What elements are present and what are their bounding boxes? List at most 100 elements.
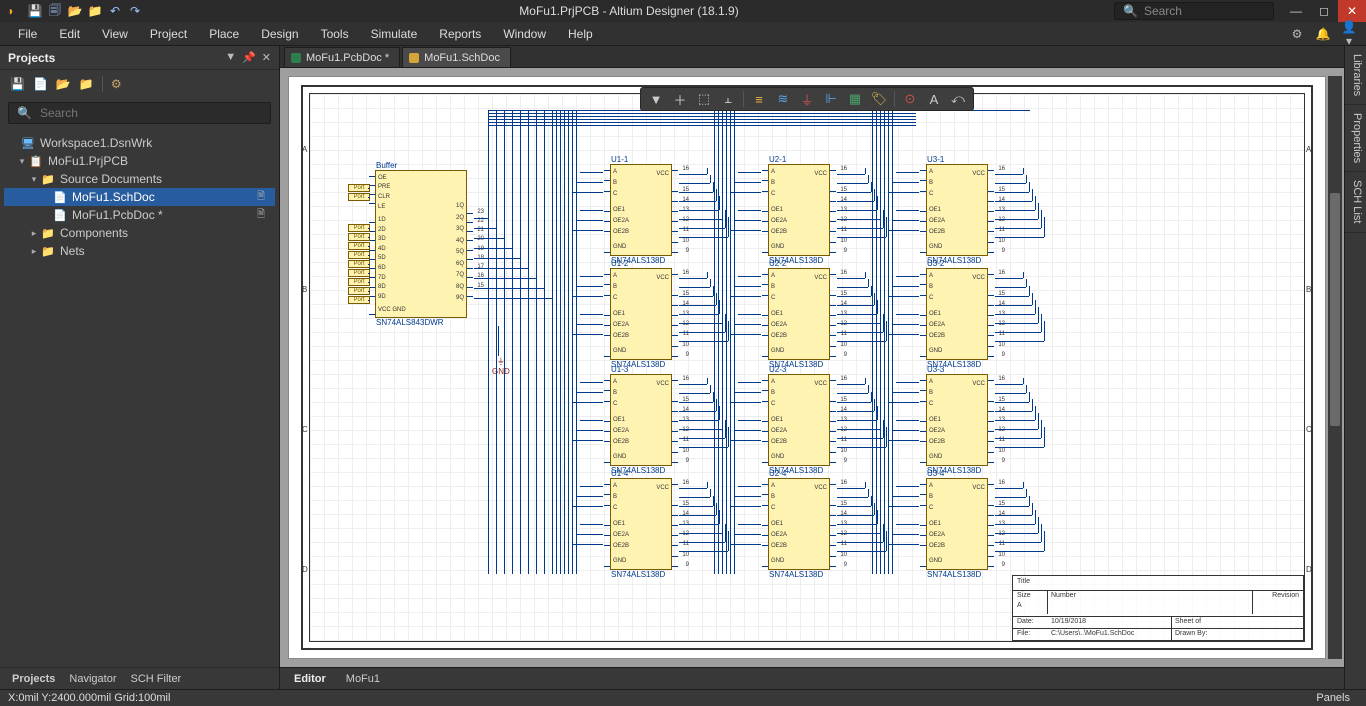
- panel-tab-navigator[interactable]: Navigator: [63, 671, 122, 687]
- port[interactable]: Port: [348, 269, 370, 277]
- menu-window[interactable]: Window: [493, 24, 556, 44]
- port[interactable]: Port: [348, 260, 370, 268]
- schematic-component[interactable]: U3-2SN74ALS138DABCOE1OE2AOE2BGNDVCC16151…: [926, 268, 988, 360]
- editor-tab-0[interactable]: MoFu1.PcbDoc *: [284, 47, 400, 67]
- panel-hdr-icon-1[interactable]: 📌: [242, 51, 256, 64]
- menu-right-icon-2[interactable]: 👤▾: [1340, 20, 1358, 48]
- port[interactable]: Port: [348, 242, 370, 250]
- menu-right-icon-0[interactable]: ⚙: [1288, 27, 1306, 41]
- menu-reports[interactable]: Reports: [429, 24, 491, 44]
- activebar-icon-14[interactable]: ⤺: [947, 89, 969, 109]
- global-search[interactable]: 🔍 Search: [1114, 2, 1274, 20]
- qat-icon-2[interactable]: 📂: [66, 2, 84, 20]
- proj-tool-1[interactable]: 📄: [33, 77, 48, 91]
- dock-tab-properties[interactable]: Properties: [1345, 105, 1366, 172]
- menu-edit[interactable]: Edit: [49, 24, 90, 44]
- proj-tool-2[interactable]: 📂: [56, 77, 71, 91]
- proj-tool-0[interactable]: 💾: [10, 77, 25, 91]
- tree-node-6[interactable]: ▸📁Nets: [4, 242, 275, 260]
- schematic-component[interactable]: U1-1SN74ALS138DABCOE1OE2AOE2BGNDVCC16151…: [610, 164, 672, 256]
- activebar-icon-0[interactable]: ▼: [645, 89, 667, 109]
- wire: [892, 496, 919, 497]
- menu-right-icon-1[interactable]: 🔔: [1314, 27, 1332, 41]
- panels-button[interactable]: Panels: [1308, 692, 1358, 704]
- menu-tools[interactable]: Tools: [311, 24, 359, 44]
- wire: [544, 110, 545, 574]
- wire: [868, 385, 869, 393]
- activebar-icon-6[interactable]: ≋: [772, 89, 794, 109]
- wire: [837, 497, 868, 498]
- projects-search[interactable]: 🔍: [8, 102, 271, 124]
- schematic-component[interactable]: U2-1SN74ALS138DABCOE1OE2AOE2BGNDVCC16151…: [768, 164, 830, 256]
- qat-icon-5[interactable]: ↷: [126, 2, 144, 20]
- proj-tool-3[interactable]: 📁: [79, 77, 94, 91]
- tree-node-1[interactable]: ▾📋MoFu1.PrjPCB: [4, 152, 275, 170]
- schematic-component[interactable]: U1-3SN74ALS138DABCOE1OE2AOE2BGNDVCC16151…: [610, 374, 672, 466]
- schematic-canvas[interactable]: BufferSN74ALS843DWROEPRECLRLE1D2D3D4D5D6…: [288, 76, 1326, 659]
- qat-icon-1[interactable]: 🗐: [46, 2, 64, 20]
- port[interactable]: Port: [348, 287, 370, 295]
- port[interactable]: Port: [348, 296, 370, 304]
- tree-node-status-icon: 🗎: [257, 207, 271, 224]
- schematic-component[interactable]: U2-3SN74ALS138DABCOE1OE2AOE2BGNDVCC16151…: [768, 374, 830, 466]
- schematic-component[interactable]: U1-2SN74ALS138DABCOE1OE2AOE2BGNDVCC16151…: [610, 268, 672, 360]
- schematic-component[interactable]: U2-4SN74ALS138DABCOE1OE2AOE2BGNDVCC16151…: [768, 478, 830, 570]
- schematic-component[interactable]: U3-1SN74ALS138DABCOE1OE2AOE2BGNDVCC16151…: [926, 164, 988, 256]
- schematic-component[interactable]: BufferSN74ALS843DWROEPRECLRLE1D2D3D4D5D6…: [375, 170, 467, 318]
- activebar-icon-1[interactable]: ＋: [669, 89, 691, 109]
- wire: [837, 237, 886, 238]
- panel-tab-sch-filter[interactable]: SCH Filter: [125, 671, 188, 687]
- port[interactable]: Port: [348, 251, 370, 259]
- activebar-icon-10[interactable]: 🏷: [868, 89, 890, 109]
- tree-node-5[interactable]: ▸📁Components: [4, 224, 275, 242]
- schematic-component[interactable]: U3-3SN74ALS138DABCOE1OE2AOE2BGNDVCC16151…: [926, 374, 988, 466]
- port[interactable]: Port: [348, 193, 370, 201]
- menu-view[interactable]: View: [92, 24, 138, 44]
- panel-hdr-icon-2[interactable]: ✕: [262, 51, 271, 64]
- schematic-component[interactable]: U3-4SN74ALS138DABCOE1OE2AOE2BGNDVCC16151…: [926, 478, 988, 570]
- vertical-scrollbar[interactable]: [1328, 76, 1342, 659]
- activebar-icon-8[interactable]: ⊩: [820, 89, 842, 109]
- dock-tab-libraries[interactable]: Libraries: [1345, 46, 1366, 105]
- zone-label: D: [302, 565, 308, 574]
- activebar-icon-9[interactable]: ▦: [844, 89, 866, 109]
- activebar-icon-13[interactable]: A: [923, 89, 945, 109]
- port[interactable]: Port: [348, 224, 370, 232]
- qat-icon-3[interactable]: 📁: [86, 2, 104, 20]
- tree-node-4[interactable]: 📄MoFu1.PcbDoc *🗎: [4, 206, 275, 224]
- activebar-icon-12[interactable]: ⊙: [899, 89, 921, 109]
- port[interactable]: Port: [348, 278, 370, 286]
- qat-icon-4[interactable]: ↶: [106, 2, 124, 20]
- tree-node-0[interactable]: 🖥Workspace1.DsnWrk: [4, 134, 275, 152]
- menu-place[interactable]: Place: [199, 24, 249, 44]
- menu-design[interactable]: Design: [251, 24, 308, 44]
- dock-tab-sch-list[interactable]: SCH List: [1345, 172, 1366, 232]
- schematic-component[interactable]: U2-2SN74ALS138DABCOE1OE2AOE2BGNDVCC16151…: [768, 268, 830, 360]
- activebar-icon-3[interactable]: ⫠: [717, 89, 739, 109]
- editor-label[interactable]: Editor: [286, 671, 334, 687]
- port[interactable]: Port: [348, 184, 370, 192]
- qat-icon-0[interactable]: 💾: [26, 2, 44, 20]
- projects-search-input[interactable]: [40, 106, 262, 120]
- proj-tool-5[interactable]: ⚙: [111, 77, 122, 91]
- scrollbar-thumb[interactable]: [1330, 193, 1340, 426]
- menu-help[interactable]: Help: [558, 24, 603, 44]
- tree-node-3[interactable]: 📄MoFu1.SchDoc🗎: [4, 188, 275, 206]
- editor-tab-1[interactable]: MoFu1.SchDoc: [402, 47, 511, 67]
- tree-node-2[interactable]: ▾📁Source Documents: [4, 170, 275, 188]
- port[interactable]: Port: [348, 233, 370, 241]
- wire: [734, 324, 761, 325]
- panel-hdr-icon-0[interactable]: ▼: [225, 51, 236, 64]
- menu-project[interactable]: Project: [140, 24, 197, 44]
- editor-file[interactable]: MoFu1: [338, 671, 388, 687]
- menu-simulate[interactable]: Simulate: [361, 24, 428, 44]
- wire: [874, 293, 875, 305]
- pins-right: VCC: [972, 167, 985, 253]
- menu-file[interactable]: File: [8, 24, 47, 44]
- activebar-icon-7[interactable]: ⏚: [796, 89, 818, 109]
- panel-tab-projects[interactable]: Projects: [6, 671, 61, 687]
- activebar-icon-2[interactable]: ⬚: [693, 89, 715, 109]
- wire: [892, 324, 919, 325]
- activebar-icon-5[interactable]: ≡: [748, 89, 770, 109]
- schematic-component[interactable]: U1-4SN74ALS138DABCOE1OE2AOE2BGNDVCC16151…: [610, 478, 672, 570]
